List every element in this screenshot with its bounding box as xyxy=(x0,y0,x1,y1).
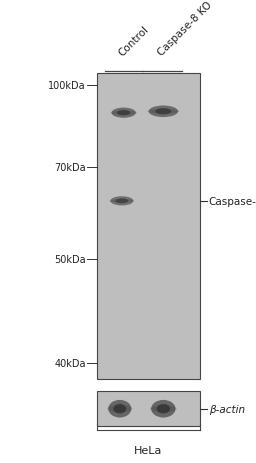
Text: 50kDa: 50kDa xyxy=(54,254,86,264)
Bar xyxy=(97,391,200,426)
Ellipse shape xyxy=(151,400,176,418)
Ellipse shape xyxy=(109,200,135,203)
Text: HeLa: HeLa xyxy=(134,445,163,455)
Text: β-actin: β-actin xyxy=(209,404,245,414)
Ellipse shape xyxy=(148,106,178,118)
Ellipse shape xyxy=(155,109,172,115)
Bar xyxy=(97,74,200,380)
Ellipse shape xyxy=(108,400,131,418)
Ellipse shape xyxy=(110,197,133,206)
Ellipse shape xyxy=(150,405,177,413)
Text: 100kDa: 100kDa xyxy=(48,81,86,91)
Text: Caspase-8 KO: Caspase-8 KO xyxy=(155,0,214,58)
Text: 40kDa: 40kDa xyxy=(54,358,86,369)
Ellipse shape xyxy=(117,111,130,116)
Ellipse shape xyxy=(113,404,126,413)
Ellipse shape xyxy=(107,405,133,413)
Ellipse shape xyxy=(147,110,179,114)
Text: Control: Control xyxy=(117,24,151,58)
Ellipse shape xyxy=(112,108,136,119)
Ellipse shape xyxy=(110,112,137,115)
Ellipse shape xyxy=(157,404,170,413)
Ellipse shape xyxy=(115,199,128,204)
Text: Caspase-8: Caspase-8 xyxy=(209,196,256,206)
Text: 70kDa: 70kDa xyxy=(54,163,86,173)
